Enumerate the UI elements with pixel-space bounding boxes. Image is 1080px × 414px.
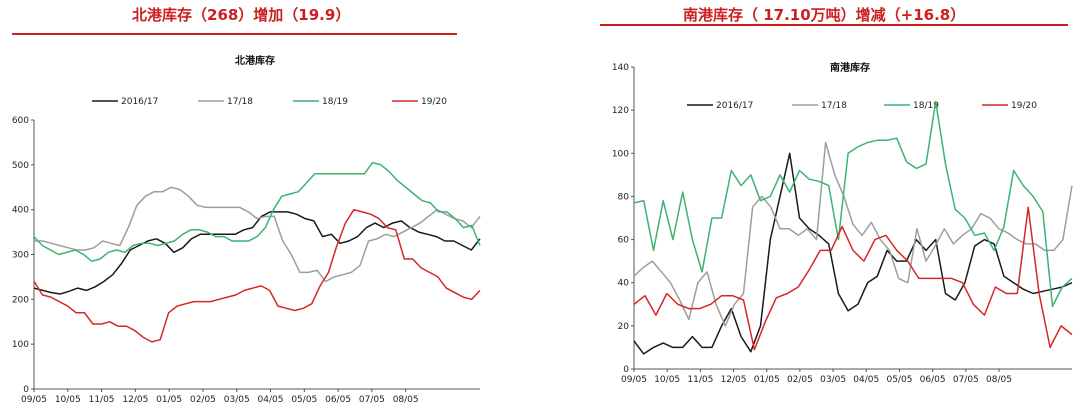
north-x-tick-label-8: 05/05 <box>291 395 317 405</box>
north-x-tick-label-4: 01/05 <box>156 395 182 405</box>
north-x-tick-label-3: 12/05 <box>122 395 148 405</box>
south-x-tick-label-9: 06/05 <box>920 375 946 385</box>
south-x-tick-label-3: 12/05 <box>721 375 747 385</box>
north-legend-label-1: 17/18 <box>227 97 253 107</box>
north-x-tick-label-6: 03/05 <box>224 395 250 405</box>
south-y-tick-label-2: 40 <box>618 279 630 289</box>
south-y-tick-label-7: 140 <box>612 63 629 73</box>
south-x-tick-label-11: 08/05 <box>986 375 1012 385</box>
north-legend-label-3: 19/20 <box>421 97 447 107</box>
north-legend-label-0: 2016/17 <box>121 97 158 107</box>
south-x-tick-label-5: 02/05 <box>787 375 813 385</box>
south-y-tick-label-5: 100 <box>612 149 629 159</box>
north-y-tick-label-0: 0 <box>23 385 29 395</box>
north-y-tick-label-2: 200 <box>12 295 29 305</box>
north-x-tick-label-7: 04/05 <box>258 395 284 405</box>
north-y-tick-label-3: 300 <box>12 251 29 261</box>
south-legend-label-0: 2016/17 <box>716 101 753 111</box>
south-legend-label-1: 17/18 <box>821 101 847 111</box>
right-header-title: 南港库存（ 17.10万吨）增减（+16.8） <box>683 6 966 24</box>
south-x-tick-label-10: 07/05 <box>953 375 979 385</box>
north-x-tick-label-10: 07/05 <box>359 395 385 405</box>
south-x-tick-label-2: 11/05 <box>687 375 713 385</box>
south-x-tick-label-1: 10/05 <box>654 375 680 385</box>
south-chart-title: 南港库存 <box>830 61 870 74</box>
right-header-rule <box>600 24 1068 26</box>
south-y-tick-label-4: 80 <box>618 192 630 202</box>
north-x-tick-label-9: 06/05 <box>325 395 351 405</box>
north-y-tick-label-6: 600 <box>12 116 29 126</box>
south-legend-label-2: 18/19 <box>913 101 939 111</box>
north-x-tick-label-1: 10/05 <box>55 395 81 405</box>
north-chart-title: 北港库存 <box>235 54 275 67</box>
south-y-tick-label-1: 20 <box>618 322 630 332</box>
north-legend-label-2: 18/19 <box>322 97 348 107</box>
south-x-tick-label-7: 04/05 <box>853 375 879 385</box>
north-x-tick-label-11: 08/05 <box>393 395 419 405</box>
north-series-line-19-20 <box>33 208 481 343</box>
south-y-tick-label-0: 0 <box>623 365 629 375</box>
south-legend-label-3: 19/20 <box>1011 101 1037 111</box>
south-y-tick-label-3: 60 <box>618 236 630 246</box>
south-series-line-18-19 <box>633 100 1073 308</box>
south-series-line-19-20 <box>633 206 1073 351</box>
south-x-tick-label-0: 09/05 <box>621 375 647 385</box>
south-series-line-2016-17 <box>633 152 1073 355</box>
south-x-tick-label-4: 01/05 <box>754 375 780 385</box>
south-x-tick-label-6: 03/05 <box>820 375 846 385</box>
south-y-tick-label-6: 120 <box>612 106 629 116</box>
north-series-line-18-19 <box>33 161 481 262</box>
north-x-tick-label-2: 11/05 <box>89 395 115 405</box>
north-y-tick-label-5: 500 <box>12 161 29 171</box>
north-port-inventory-chart: 北港库存 2016/17 17/18 18/19 19/20 0 100 200 300 400 5… <box>12 54 481 405</box>
north-series-line-17-18 <box>34 186 481 283</box>
south-series-line-17-18 <box>633 141 1073 327</box>
north-x-tick-label-0: 09/05 <box>21 395 47 405</box>
left-header-title: 北港库存（268）增加（19.9） <box>132 6 351 24</box>
north-series-line-2016-17 <box>33 211 481 295</box>
south-x-tick-label-8: 05/05 <box>886 375 912 385</box>
left-header-rule <box>12 33 457 35</box>
south-port-inventory-chart: 南港库存 2016/17 17/18 18/19 19/20 0 20 40 60 80 100 12… <box>612 61 1073 385</box>
north-x-tick-label-5: 02/05 <box>190 395 216 405</box>
north-y-tick-label-1: 100 <box>12 340 29 350</box>
north-y-tick-label-4: 400 <box>12 206 29 216</box>
